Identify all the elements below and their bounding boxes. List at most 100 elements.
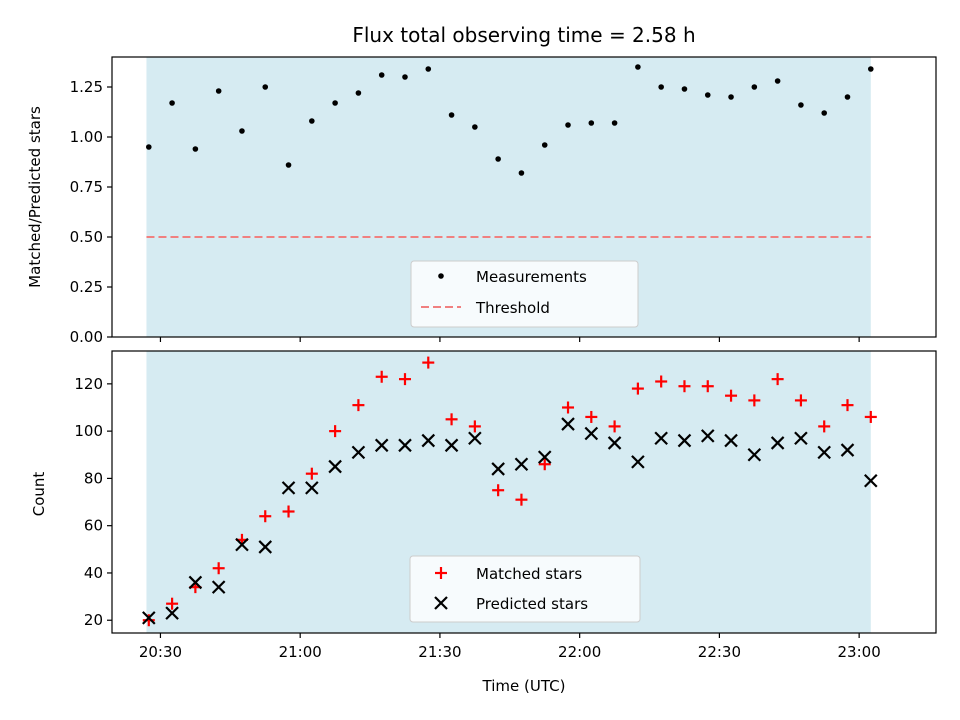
- bottom-ylabel: Count: [30, 472, 48, 517]
- matched-star-point: [748, 394, 761, 407]
- bottom-xtick-label: 21:30: [418, 643, 461, 661]
- top-axes-frame: [111, 56, 937, 338]
- measurement-point: [215, 88, 222, 94]
- matched-star-point: [259, 510, 272, 523]
- predicted-star-point: [747, 447, 762, 462]
- matched-star-point: [771, 373, 784, 386]
- matched-star-point: [375, 370, 388, 383]
- bottom-xtick-label: 20:30: [139, 643, 182, 661]
- measurement-point: [774, 78, 781, 84]
- bottom-ytick-label: 80: [84, 469, 103, 487]
- matched-star-point: [585, 410, 598, 423]
- bottom-ytick-label: 120: [74, 375, 103, 393]
- measurement-point: [285, 162, 292, 168]
- matched-star-point: [142, 614, 155, 627]
- top-ylabel: Matched/Predicted stars: [26, 106, 44, 288]
- matched-star-point: [631, 382, 644, 395]
- matched-star-point: [305, 467, 318, 480]
- predicted-star-point: [421, 433, 436, 448]
- matched-star-point: [212, 562, 225, 575]
- matched-star-point: [562, 401, 575, 414]
- matched-star-point: [398, 373, 411, 386]
- measurement-point: [751, 84, 758, 90]
- predicted-star-point: [584, 426, 599, 441]
- predicted-star-point: [468, 431, 482, 446]
- predicted-star-point: [491, 462, 505, 476]
- bottom-xtick-label: 21:00: [279, 643, 322, 661]
- matched-star-point: [678, 380, 691, 393]
- matched-star-point: [515, 493, 528, 506]
- predicted-star-point: [561, 417, 575, 431]
- legend-label-measurements: Measurements: [476, 268, 587, 286]
- measurement-point: [704, 92, 711, 98]
- bottom-ytick-label: 60: [84, 517, 103, 535]
- predicted-star-point: [328, 459, 342, 474]
- predicted-star-point: [374, 438, 389, 453]
- bottom-panel: 20 40 60 80 100 120 20:30 21:00 21:30 22:00 22:30…: [30, 350, 937, 695]
- measurement-point: [635, 64, 641, 70]
- bottom-axes-frame: [111, 350, 937, 634]
- measurement-point: [518, 170, 525, 176]
- matched-star-point: [352, 399, 365, 412]
- bottom-xtick-label: 22:30: [698, 643, 741, 661]
- predicted-star-point: [211, 580, 226, 594]
- measurement-point: [262, 84, 269, 90]
- measurement-point: [495, 156, 501, 162]
- measurement-point: [658, 84, 664, 90]
- measurement-point: [541, 142, 548, 148]
- predicted-star-point: [258, 540, 273, 554]
- bottom-legend: Matched stars Predicted stars: [409, 555, 641, 623]
- bottom-xtick-label: 22:00: [558, 643, 601, 661]
- predicted-star-point: [235, 537, 249, 552]
- predicted-star-point: [631, 455, 645, 469]
- predicted-star-point: [677, 433, 692, 448]
- measurement-point: [169, 100, 175, 106]
- chart-title: Flux total observing time = 2.58 h: [352, 23, 695, 47]
- predicted-star-point: [165, 606, 179, 620]
- top-legend: Measurements Threshold: [410, 260, 639, 328]
- top-ytick-label: 0.00: [70, 328, 103, 346]
- measurement-point: [192, 146, 199, 152]
- matched-star-point: [841, 399, 854, 412]
- predicted-star-point: [351, 445, 366, 460]
- legend-marker-measurements: [438, 273, 444, 279]
- measurement-point: [239, 128, 245, 134]
- matched-star-point: [468, 420, 481, 433]
- measurement-point: [355, 90, 362, 96]
- bottom-ytick-label: 40: [84, 564, 103, 582]
- matched-star-point: [725, 389, 738, 402]
- predicted-star-point: [840, 443, 855, 457]
- predicted-star-point: [142, 611, 156, 625]
- top-ytick-label: 0.25: [70, 278, 103, 296]
- bottom-ytick-label: 20: [84, 611, 103, 629]
- matched-star-point: [445, 413, 458, 426]
- measurement-point: [378, 72, 385, 78]
- measurement-point: [611, 120, 618, 126]
- matched-star-point: [422, 356, 435, 369]
- matched-star-point: [864, 410, 877, 423]
- top-ytick-label: 1.25: [70, 78, 103, 96]
- predicted-star-point: [514, 457, 529, 472]
- top-ytick-label: 0.50: [70, 228, 103, 246]
- predicted-star-point: [281, 481, 296, 495]
- legend-marker-matched: [435, 567, 447, 579]
- top-ytick-label: 1.00: [70, 128, 103, 146]
- top-ytick-label: 0.75: [70, 178, 103, 196]
- matched-star-point: [166, 597, 179, 610]
- matched-star-point: [538, 458, 551, 471]
- predicted-star-point: [654, 431, 668, 446]
- predicted-star-point: [444, 438, 459, 453]
- predicted-star-point: [700, 429, 715, 443]
- predicted-star-point: [305, 481, 319, 495]
- measurement-point: [844, 94, 851, 100]
- measurement-point: [821, 110, 828, 116]
- predicted-star-point: [398, 438, 412, 453]
- matched-star-point: [608, 420, 621, 433]
- measurement-point: [798, 102, 804, 108]
- measurement-point: [309, 118, 315, 124]
- predicted-star-point: [864, 473, 878, 488]
- predicted-star-point: [607, 436, 622, 450]
- top-panel: 0.00 0.25 0.50 0.75 1.00 1.25 Matched/Predict…: [26, 56, 937, 346]
- bottom-ytick-label: 100: [74, 422, 103, 440]
